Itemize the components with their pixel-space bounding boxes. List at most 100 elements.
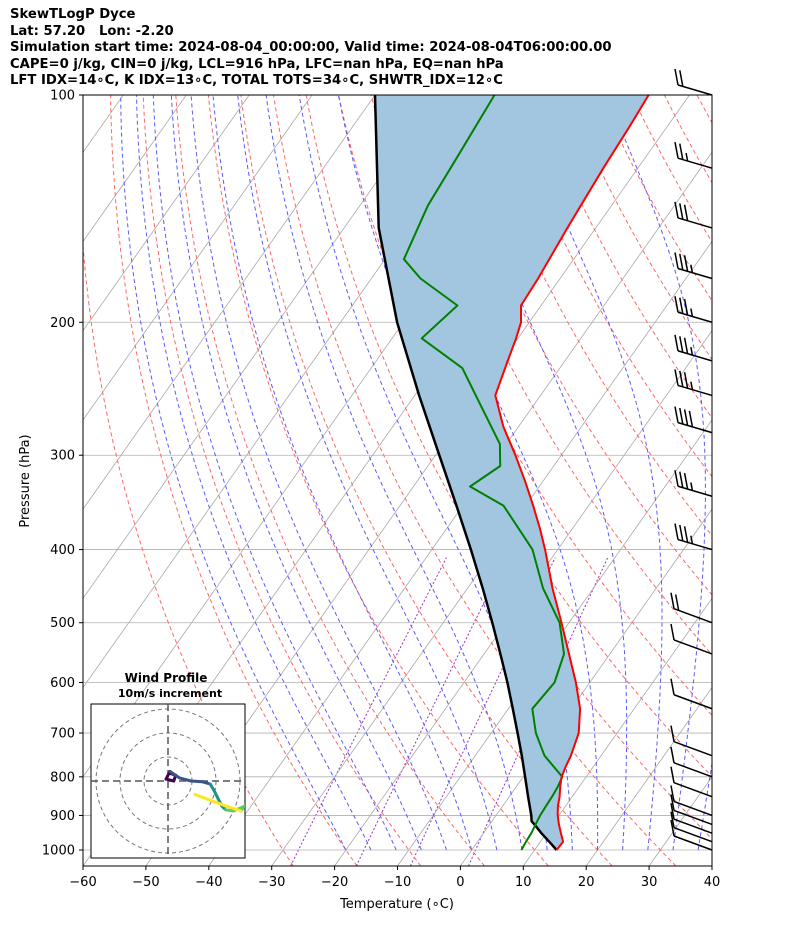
sounding-profiles <box>373 95 650 851</box>
wind-barb <box>674 334 713 362</box>
parcel-shading <box>375 95 649 850</box>
temperature-line <box>494 95 650 851</box>
moist-adiabat <box>237 95 498 851</box>
x-axis: −60 −50 −40 −30 −20 −10 0 10 20 30 40 <box>69 866 720 890</box>
dry-adiabat <box>175 95 485 866</box>
hodograph-segment <box>178 776 193 783</box>
wind-barb <box>670 794 713 826</box>
x-tick-label: −50 <box>132 875 159 890</box>
wind-barb <box>674 523 713 551</box>
dry-adiabat <box>762 95 794 866</box>
wind-barb <box>670 746 713 778</box>
moist-adiabat <box>298 95 548 851</box>
y-tick-label: 100 <box>50 89 75 104</box>
dry-adiabat <box>110 95 358 866</box>
isotherm-line <box>775 95 794 866</box>
wind-barb <box>670 766 713 798</box>
inset-title: Wind Profile <box>125 671 208 685</box>
x-tick-label: 10 <box>515 875 532 890</box>
x-axis-label: Temperature (∘C) <box>339 897 454 912</box>
y-tick-label: 600 <box>50 676 75 691</box>
y-tick-label: 500 <box>50 616 75 631</box>
mixing-ratio-line <box>290 557 447 866</box>
dry-adiabat <box>631 95 712 243</box>
x-tick-label: −10 <box>384 875 411 890</box>
wind-barbs <box>670 68 713 851</box>
isotherm-line <box>711 865 712 866</box>
cape-cin-shading <box>375 95 649 850</box>
hodograph-segment <box>193 792 212 802</box>
dry-adiabat <box>664 95 712 184</box>
wind-barb <box>670 623 713 655</box>
inset-subtitle: 10m/s increment <box>118 687 222 700</box>
isotherm-line <box>83 95 376 510</box>
cape-line: CAPE=0 j/kg, CIN=0 j/kg, LCL=916 hPa, LF… <box>10 56 504 72</box>
x-tick-label: −20 <box>321 875 348 890</box>
dry-adiabat <box>207 95 549 866</box>
dry-adiabat <box>305 95 712 840</box>
wind-barb <box>674 142 713 169</box>
isotherm-line <box>83 95 439 600</box>
dry-adiabat <box>273 95 677 866</box>
y-tick-label: 300 <box>50 449 75 464</box>
wind-barb <box>674 369 713 397</box>
chart-title-block: SkewTLogP Dyce Lat: 57.20 Lon: -2.20 Sim… <box>10 7 612 90</box>
x-tick-label: −30 <box>258 875 285 890</box>
hodograph-segment <box>168 769 182 780</box>
wind-barb <box>674 68 713 96</box>
dry-adiabat <box>533 95 712 419</box>
hodograph-segment <box>189 779 205 784</box>
moist-adiabat <box>515 95 663 851</box>
chart-title: SkewTLogP Dyce <box>10 7 136 22</box>
wind-barb <box>670 678 713 710</box>
moist-adiabat <box>212 95 473 851</box>
dry-adiabat <box>566 95 712 361</box>
location-line: Lat: 57.20 Lon: -2.20 <box>10 23 174 39</box>
moist-adiabat <box>443 95 628 851</box>
dry-adiabat <box>730 95 794 866</box>
y-axis-label: Pressure (hPa) <box>18 434 33 527</box>
moist-adiabat <box>265 95 523 851</box>
y-tick-label: 200 <box>50 316 75 331</box>
dewpoint-line <box>402 95 565 851</box>
moist-adiabat <box>190 95 447 851</box>
x-tick-label: 20 <box>578 875 595 890</box>
wind-barb <box>674 470 713 497</box>
wind-barb <box>670 785 713 817</box>
x-tick-label: 0 <box>456 875 464 890</box>
isotherm-line <box>334 329 712 866</box>
y-tick-label: 800 <box>50 770 75 785</box>
moist-adiabat <box>170 95 422 851</box>
isotherm-line <box>585 686 712 866</box>
y-tick-label: 1000 <box>42 844 75 859</box>
index-line: LFT IDX=14∘C, K IDX=13∘C, TOTAL TOTS=34∘… <box>10 73 503 88</box>
moist-adiabat <box>723 95 794 850</box>
wind-barb <box>674 406 713 434</box>
wind-barb <box>674 252 713 280</box>
parcel-line <box>373 95 558 851</box>
moist-adiabat <box>136 95 372 851</box>
isotherm-line <box>83 95 187 243</box>
y-axis: 1000 900 800 700 600 500 400 300 200 100 <box>42 89 83 859</box>
x-tick-label: −60 <box>69 875 96 890</box>
isotherm-line <box>83 95 313 421</box>
x-tick-label: 40 <box>704 875 721 890</box>
wind-barb <box>674 296 713 323</box>
time-line: Simulation start time: 2024-08-04_00:00:… <box>10 40 612 55</box>
x-tick-label: 30 <box>641 875 658 890</box>
moist-adiabat <box>606 95 706 851</box>
moist-adiabat <box>120 95 347 851</box>
y-tick-label: 900 <box>50 809 75 824</box>
x-tick-label: −40 <box>195 875 222 890</box>
y-tick-label: 700 <box>50 727 75 742</box>
y-tick-label: 400 <box>50 543 75 558</box>
wind-profile-inset: Wind Profile 10m/s increment <box>90 671 246 859</box>
wind-barb <box>670 819 713 851</box>
mixing-ratio-line <box>355 557 507 866</box>
isotherm-line <box>522 597 712 866</box>
moist-adiabat <box>697 760 712 851</box>
moist-adiabat <box>152 95 397 851</box>
wind-barb <box>670 811 713 843</box>
wind-barb <box>670 592 713 624</box>
